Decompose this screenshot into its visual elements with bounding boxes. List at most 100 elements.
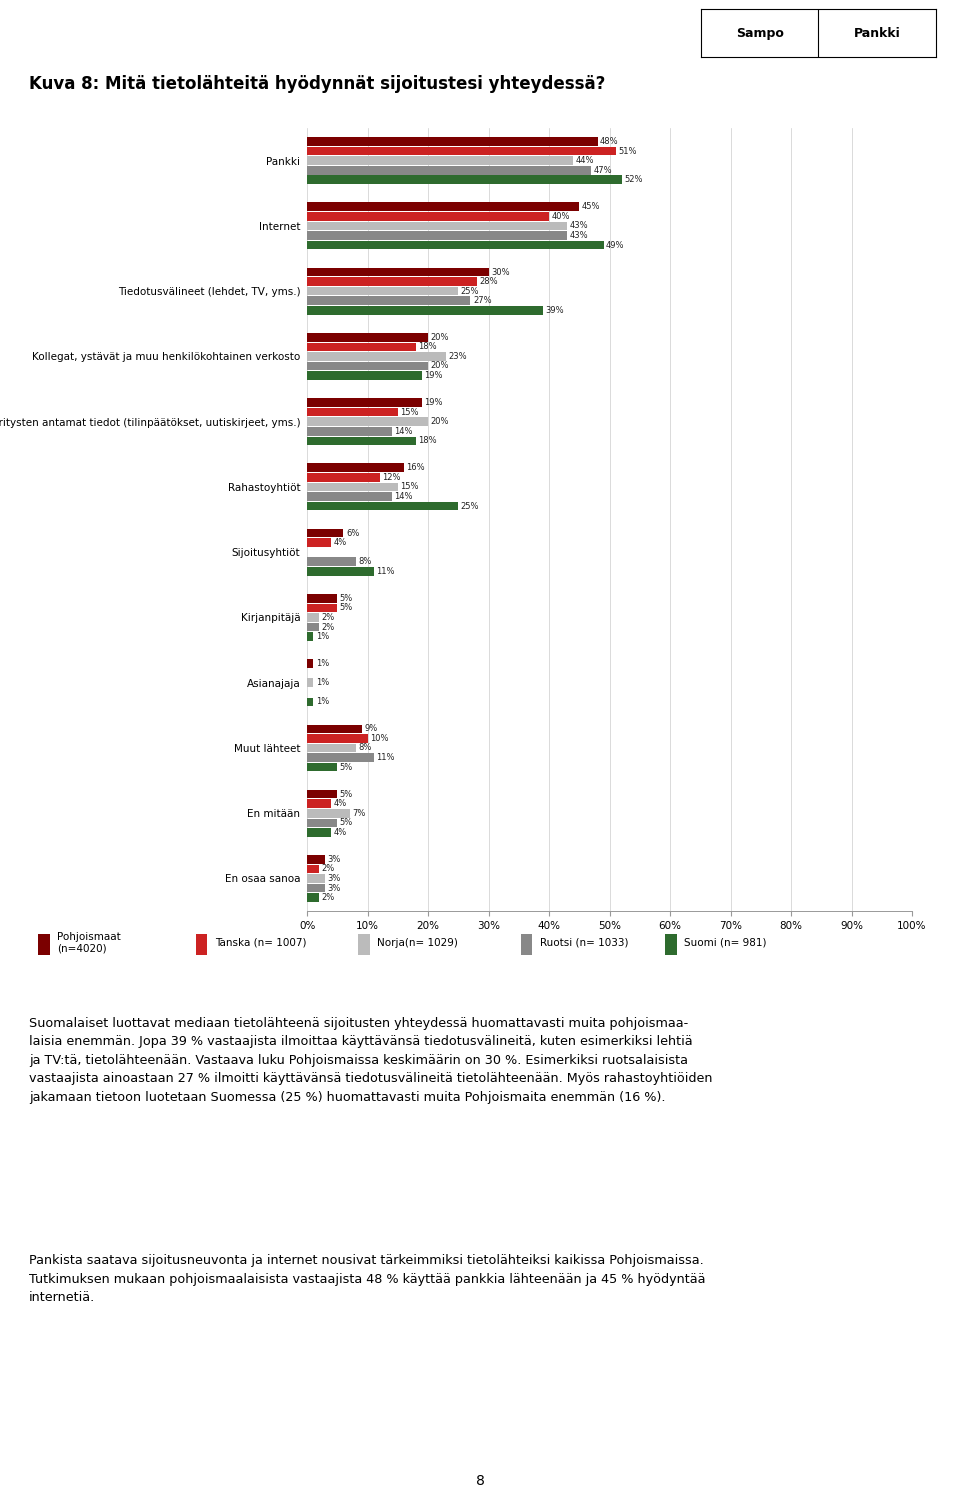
Text: Pohjoismaat
(n=4020): Pohjoismaat (n=4020): [57, 932, 121, 953]
Bar: [307, 800, 331, 809]
Bar: [307, 492, 392, 501]
Text: 3%: 3%: [327, 873, 341, 883]
Text: 15%: 15%: [400, 408, 419, 417]
Text: 2%: 2%: [322, 622, 335, 631]
Bar: [307, 855, 325, 863]
Bar: [307, 864, 320, 873]
FancyBboxPatch shape: [196, 934, 207, 955]
Text: 14%: 14%: [395, 426, 413, 435]
Text: 19%: 19%: [424, 398, 443, 407]
Bar: [307, 604, 338, 613]
Text: 8%: 8%: [358, 744, 372, 753]
Bar: [307, 277, 476, 286]
Text: 5%: 5%: [340, 818, 353, 827]
Bar: [307, 333, 428, 342]
Text: 18%: 18%: [419, 342, 437, 351]
Text: 45%: 45%: [582, 202, 600, 211]
FancyBboxPatch shape: [358, 934, 370, 955]
Bar: [307, 529, 344, 538]
Text: 1%: 1%: [316, 660, 329, 669]
Text: 5%: 5%: [340, 762, 353, 771]
Text: 1%: 1%: [316, 697, 329, 706]
Bar: [307, 593, 338, 602]
Bar: [307, 146, 615, 155]
Bar: [307, 372, 422, 380]
Bar: [307, 306, 543, 315]
Text: 7%: 7%: [352, 809, 366, 818]
Bar: [307, 733, 368, 742]
Bar: [307, 538, 331, 547]
Text: 49%: 49%: [606, 241, 624, 250]
Text: 48%: 48%: [600, 137, 618, 146]
Bar: [307, 568, 373, 575]
Bar: [307, 464, 404, 471]
Text: 39%: 39%: [545, 306, 564, 315]
Text: 12%: 12%: [382, 473, 400, 482]
Bar: [307, 426, 392, 435]
Bar: [307, 622, 320, 631]
Text: Suomalaiset luottavat mediaan tietolähteenä sijoitusten yhteydessä huomattavasti: Suomalaiset luottavat mediaan tietolähte…: [29, 1017, 712, 1104]
Text: 18%: 18%: [419, 437, 437, 446]
Bar: [307, 753, 373, 762]
Text: 5%: 5%: [340, 593, 353, 602]
Bar: [307, 221, 567, 230]
Bar: [307, 417, 428, 426]
Text: 3%: 3%: [327, 855, 341, 864]
Bar: [307, 297, 470, 306]
Bar: [307, 893, 320, 902]
Text: 6%: 6%: [346, 529, 359, 538]
Bar: [307, 137, 597, 146]
Text: 20%: 20%: [431, 361, 449, 370]
Text: 40%: 40%: [552, 212, 570, 221]
Text: 11%: 11%: [376, 566, 395, 575]
Bar: [307, 818, 338, 827]
Text: 1%: 1%: [316, 633, 329, 642]
Text: 25%: 25%: [461, 286, 479, 295]
Text: 30%: 30%: [492, 268, 510, 277]
Text: 47%: 47%: [594, 166, 612, 175]
FancyBboxPatch shape: [520, 934, 533, 955]
Text: 2%: 2%: [322, 613, 335, 622]
Text: Pankista saatava sijoitusneuvonta ja internet nousivat tärkeimmiksi tietolähteik: Pankista saatava sijoitusneuvonta ja int…: [29, 1254, 706, 1304]
Text: 51%: 51%: [618, 146, 636, 155]
Bar: [307, 437, 416, 446]
FancyBboxPatch shape: [665, 934, 677, 955]
Text: 43%: 43%: [569, 221, 588, 230]
Text: 14%: 14%: [395, 492, 413, 501]
Text: 2%: 2%: [322, 864, 335, 873]
Bar: [307, 828, 331, 837]
Text: 11%: 11%: [376, 753, 395, 762]
Text: 2%: 2%: [322, 893, 335, 902]
Bar: [307, 212, 549, 221]
Text: 8%: 8%: [358, 557, 372, 566]
Text: Ruotsi (n= 1033): Ruotsi (n= 1033): [540, 938, 628, 947]
Bar: [307, 633, 313, 642]
Text: Suomi (n= 981): Suomi (n= 981): [684, 938, 766, 947]
Text: 43%: 43%: [569, 230, 588, 239]
Bar: [307, 241, 604, 250]
Bar: [307, 697, 313, 706]
Bar: [307, 613, 320, 622]
Text: 15%: 15%: [400, 482, 419, 491]
Bar: [307, 268, 489, 276]
Bar: [307, 678, 313, 687]
Bar: [307, 352, 446, 361]
Text: 52%: 52%: [624, 175, 642, 184]
Bar: [307, 884, 325, 893]
Bar: [307, 176, 622, 184]
Text: 4%: 4%: [334, 828, 348, 837]
Bar: [307, 408, 397, 417]
Text: 4%: 4%: [334, 538, 348, 547]
Bar: [307, 809, 349, 818]
Bar: [307, 286, 459, 295]
Text: 27%: 27%: [473, 297, 492, 306]
Text: 5%: 5%: [340, 604, 353, 613]
Text: 16%: 16%: [406, 464, 425, 473]
Text: 20%: 20%: [431, 333, 449, 342]
Bar: [307, 230, 567, 239]
Bar: [307, 482, 397, 491]
Bar: [307, 724, 362, 733]
Bar: [307, 398, 422, 407]
Text: Norja(n= 1029): Norja(n= 1029): [377, 938, 458, 947]
Bar: [307, 789, 338, 798]
